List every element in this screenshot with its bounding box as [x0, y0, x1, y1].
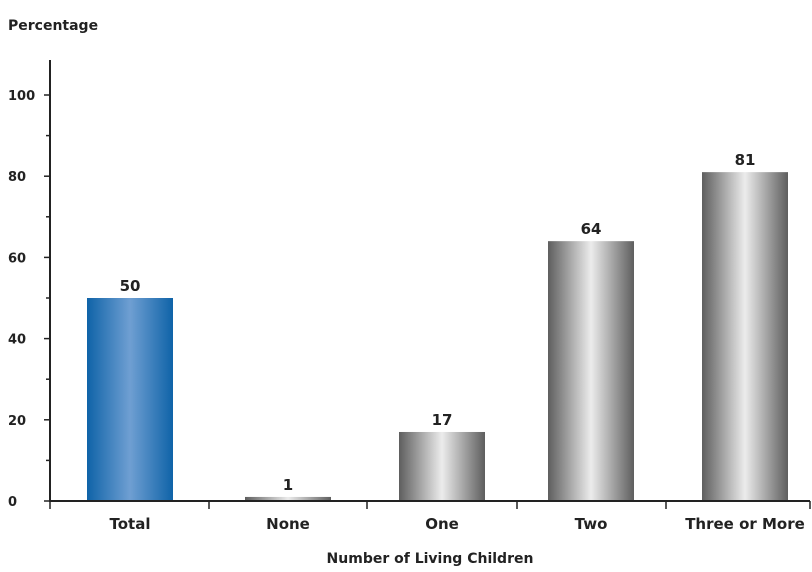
x-axis-title: Number of Living Children — [327, 551, 534, 567]
bar-three-or-more — [702, 172, 788, 501]
x-category-label: Two — [575, 515, 608, 533]
x-axis-ticks: Total None One Two Three or More — [49, 501, 811, 533]
bar-value-label: 17 — [432, 411, 453, 429]
y-tick-label: 20 — [8, 414, 26, 429]
y-tick-label: 60 — [8, 251, 26, 266]
y-tick-label: 40 — [8, 333, 26, 348]
bar-one — [399, 431, 485, 501]
y-axis-ticks: 0 20 40 60 80 100 — [8, 89, 50, 510]
y-axis-title: Percentage — [8, 18, 98, 34]
x-category-label: None — [266, 515, 310, 533]
bar-value-label: 64 — [581, 220, 602, 238]
x-category-label: Total — [110, 515, 151, 533]
y-tick-label: 100 — [8, 89, 35, 104]
y-tick-label: 80 — [8, 170, 26, 185]
bars-group: 50 1 17 64 81 — [87, 151, 788, 501]
bar-total — [87, 298, 173, 501]
bar-value-label: 50 — [120, 277, 141, 295]
bar-none — [245, 496, 331, 501]
x-category-label: One — [425, 515, 459, 533]
x-category-label: Three or More — [685, 515, 805, 533]
bar-value-label: 1 — [283, 476, 293, 494]
bar-two — [548, 241, 634, 501]
bar-value-label: 81 — [735, 151, 756, 169]
y-tick-label: 0 — [8, 495, 17, 510]
